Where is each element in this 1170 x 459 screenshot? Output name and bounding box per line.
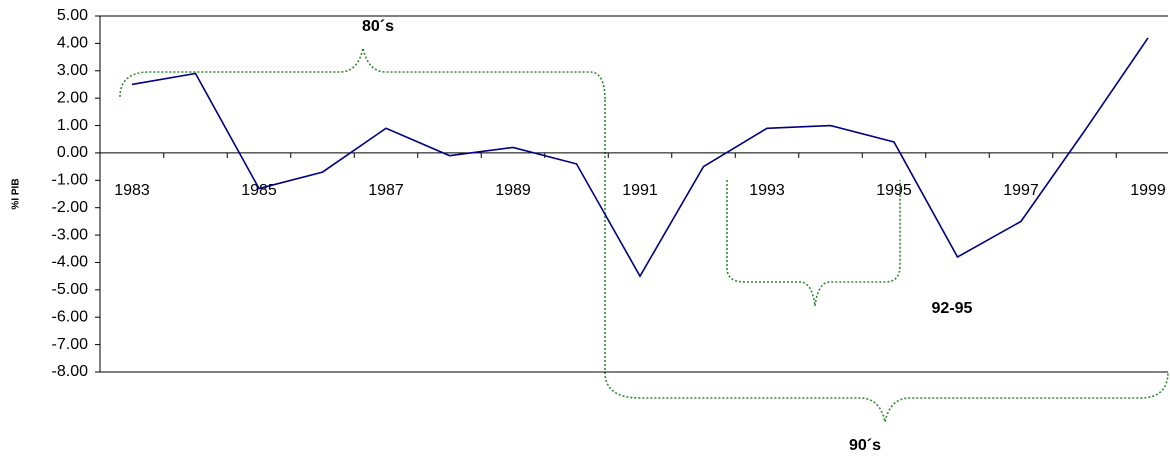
y-tick-label: -8.00 bbox=[52, 363, 89, 380]
x-tick-label: 1983 bbox=[114, 182, 150, 199]
annotation: 80´s bbox=[362, 18, 394, 35]
y-tick-label: -4.00 bbox=[52, 254, 89, 271]
x-tick-label: 1989 bbox=[495, 182, 531, 199]
brace-80s bbox=[119, 47, 606, 101]
y-tick-label: -2.00 bbox=[52, 199, 89, 216]
annotation: 92-95 bbox=[932, 300, 973, 317]
y-tick-label: -5.00 bbox=[52, 281, 89, 298]
x-tick-label: 1991 bbox=[622, 182, 658, 199]
data-line bbox=[131, 37, 1149, 278]
y-tick-label: -7.00 bbox=[52, 336, 89, 353]
x-tick-label: 1997 bbox=[1003, 182, 1039, 199]
y-tick-label: 4.00 bbox=[57, 35, 88, 52]
x-tick-label: 1999 bbox=[1130, 182, 1166, 199]
y-axis-label: %I PIB bbox=[11, 178, 22, 209]
x-tick-label: 1995 bbox=[876, 182, 912, 199]
brace-90s bbox=[604, 100, 1169, 423]
x-tick-label: 1987 bbox=[368, 182, 404, 199]
braces bbox=[119, 47, 1169, 423]
y-tick-label: 3.00 bbox=[57, 62, 88, 79]
y-tick-label: -1.00 bbox=[52, 172, 89, 189]
y-tick-label: 5.00 bbox=[57, 7, 88, 24]
annotation: 90´s bbox=[849, 437, 881, 454]
brace-92-95 bbox=[726, 180, 901, 307]
y-tick-label: -3.00 bbox=[52, 226, 89, 243]
y-tick-label: 1.00 bbox=[57, 117, 88, 134]
y-tick-label: 2.00 bbox=[57, 89, 88, 106]
x-tick-label: 1993 bbox=[749, 182, 785, 199]
y-tick-label: -6.00 bbox=[52, 308, 89, 325]
y-tick-label: 0.00 bbox=[57, 144, 88, 161]
